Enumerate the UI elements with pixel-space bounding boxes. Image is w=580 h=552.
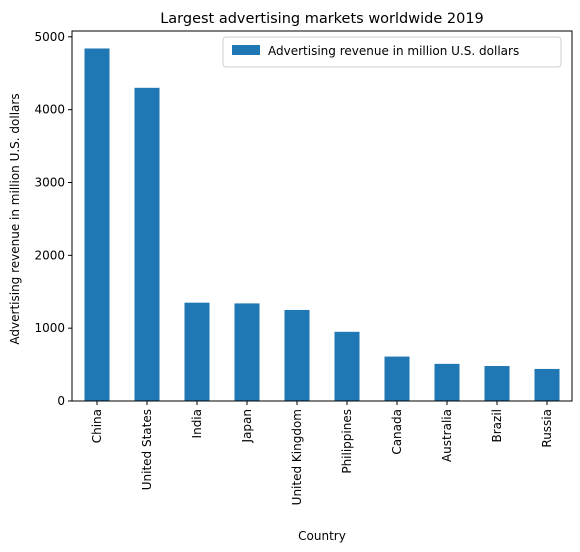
bar <box>534 368 560 401</box>
bar <box>184 302 210 401</box>
x-tick-label: United States <box>140 409 154 490</box>
y-tick-label: 4000 <box>34 103 65 117</box>
bar <box>84 48 110 401</box>
x-axis-title: Country <box>298 529 346 543</box>
x-tick-label: Philippines <box>340 409 354 474</box>
x-tick-label: Australia <box>440 409 454 462</box>
legend-label: Advertising revenue in million U.S. doll… <box>268 44 519 58</box>
bar <box>334 331 360 401</box>
bar <box>384 356 410 401</box>
bar <box>434 363 460 401</box>
bar <box>234 303 260 401</box>
legend: Advertising revenue in million U.S. doll… <box>222 36 562 68</box>
x-tick-label: United Kingdom <box>290 409 304 505</box>
bar <box>284 309 310 401</box>
y-tick-label: 5000 <box>34 30 65 44</box>
axes-frame <box>71 30 573 402</box>
chart-title: Largest advertising markets worldwide 20… <box>160 11 484 27</box>
x-tick-label: Russia <box>540 409 554 448</box>
legend-frame <box>222 36 562 68</box>
y-axis-title: Advertising revenue in million U.S. doll… <box>8 93 22 344</box>
plot-area: 0 1000 2000 3000 4000 5000 China United States I… <box>34 30 573 505</box>
x-tick-label: Canada <box>390 409 404 455</box>
y-tick-label: 2000 <box>34 248 65 262</box>
x-tick-label: India <box>190 409 204 438</box>
x-tick-label: Japan <box>240 409 254 443</box>
y-tick-label: 1000 <box>34 321 65 335</box>
legend-swatch <box>232 45 260 55</box>
x-tick-label: China <box>90 409 104 443</box>
bar <box>484 366 510 401</box>
y-tick-label: 3000 <box>34 175 65 189</box>
x-tick-label: Brazil <box>490 409 504 443</box>
y-tick-label: 0 <box>57 394 65 408</box>
bar <box>134 87 160 401</box>
